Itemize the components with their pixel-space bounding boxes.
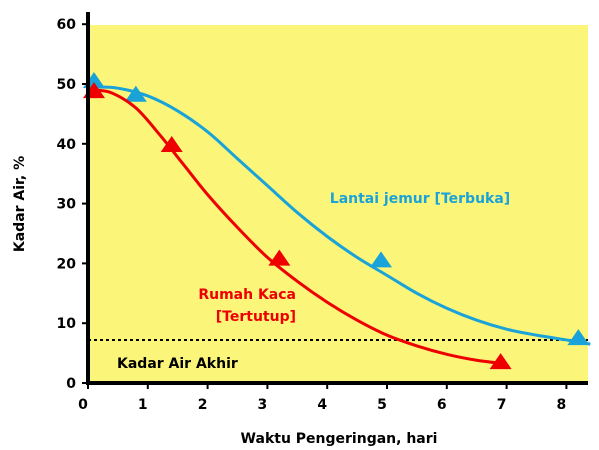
series-label: Lantai jemur [Terbuka]	[330, 191, 510, 207]
data-point-triangle	[370, 251, 393, 268]
series-line	[93, 85, 591, 346]
x-tick-label: 7	[497, 397, 507, 413]
x-axis-title: Waktu Pengeringan, hari	[241, 431, 438, 447]
x-tick-label: 1	[138, 397, 148, 413]
series-label: [Tertutup]	[216, 309, 296, 325]
x-tick-label: 6	[437, 397, 447, 413]
y-tick-label: 20	[57, 256, 77, 272]
data-point-triangle	[489, 353, 512, 370]
x-tick-label: 8	[557, 397, 567, 413]
tick-layer: 0 1 2 3 4 5 6 7 8 0 10 20 30 40 50 60	[57, 17, 568, 413]
y-tick-label: 10	[57, 316, 77, 332]
x-tick-label: 4	[317, 397, 327, 413]
reference-line-label: Kadar Air Akhir	[117, 356, 238, 372]
data-point-triangle	[160, 135, 183, 152]
x-tick-label: 2	[198, 397, 208, 413]
y-tick-label: 30	[57, 197, 77, 213]
x-tick-label: 3	[258, 397, 268, 413]
data-point-triangle	[567, 329, 590, 346]
series-line	[93, 88, 501, 365]
series-layer: Lantai jemur [Terbuka] Rumah Kaca [Tertutu…	[82, 72, 591, 370]
label-layer: Waktu Pengeringan, hari Kadar Air, % Kad…	[12, 156, 437, 447]
plot-background	[88, 25, 588, 383]
data-point-triangle	[124, 85, 147, 102]
y-tick-label: 40	[57, 137, 77, 153]
y-tick-label: 50	[57, 77, 77, 93]
y-tick-label: 0	[66, 376, 76, 392]
data-point-triangle	[268, 249, 291, 266]
x-tick-label: 5	[377, 397, 387, 413]
series-label: Rumah Kaca	[198, 287, 296, 303]
y-tick-label: 60	[57, 17, 77, 33]
y-axis-title: Kadar Air, %	[12, 156, 28, 252]
x-tick-label: 0	[78, 397, 88, 413]
